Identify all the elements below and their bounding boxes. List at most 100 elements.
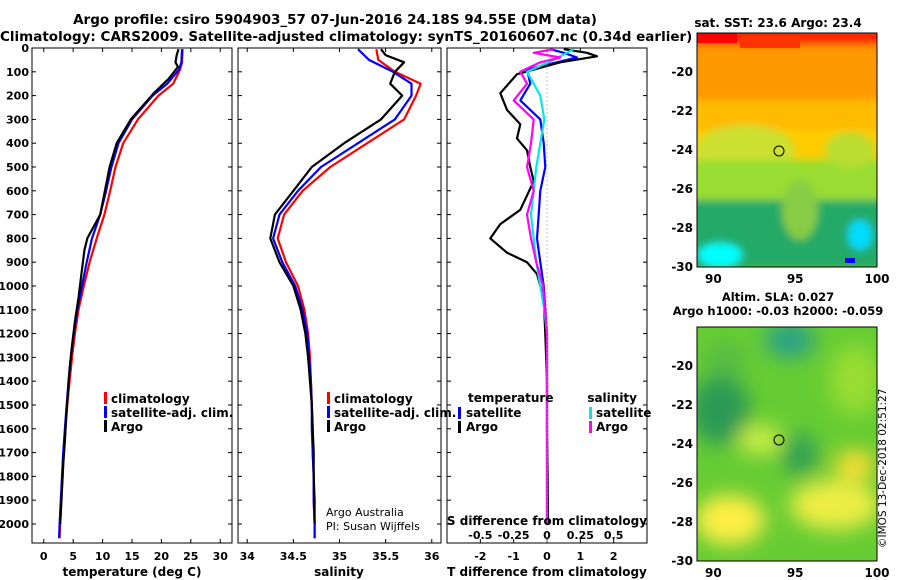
map-y-tick-label: -20: [671, 359, 693, 373]
sst-amber-band: [697, 100, 877, 130]
legend-swatch-satellite: [104, 406, 107, 418]
map-x-tick-label: 90: [705, 272, 722, 286]
x-tick-label: 0: [40, 550, 48, 563]
sla-high-3: [835, 450, 875, 480]
map-y-tick-label: -28: [671, 515, 693, 529]
sla-low-2: [765, 327, 815, 358]
legend-swatch-t-satellite: [458, 407, 461, 419]
series-line-argo: [59, 48, 180, 525]
s-diff-tick-label: 0.5: [604, 529, 624, 542]
legend-swatch-argo: [104, 420, 107, 432]
s-difference-label: S difference from climatology: [447, 514, 647, 528]
map-x-tick-label: 95: [787, 272, 804, 286]
legend-swatch-argo: [327, 420, 330, 432]
depth-tick-label: 1700: [0, 447, 29, 460]
salinity-xlabel: salinity: [314, 565, 364, 579]
depth-tick-label: 2000: [0, 518, 29, 531]
depth-tick-label: 0: [21, 42, 29, 55]
x-tick-label: 1: [577, 550, 585, 563]
sla-high-4: [738, 425, 782, 455]
x-tick-label: 34: [240, 550, 256, 563]
sla-frame: [696, 326, 878, 562]
legend-swatch-s-argo: [589, 421, 592, 433]
map-y-tick-label: -24: [671, 437, 693, 451]
map-x-tick-label: 95: [787, 566, 804, 580]
legend-t-argo: Argo: [466, 420, 498, 434]
depth-tick-label: 1900: [0, 494, 29, 507]
difference-legend: temperature satellite Argo salinity sate…: [458, 391, 651, 434]
sst-cold-patch-2: [848, 220, 872, 250]
map-y-tick-label: -30: [671, 554, 693, 568]
s-diff-tick-label: 0.25: [567, 529, 594, 542]
map-y-tick-label: -22: [671, 398, 693, 412]
legend-temperature-header: temperature: [468, 391, 553, 405]
x-tick-label: 0: [543, 550, 551, 563]
x-tick-label: 34.5: [280, 550, 307, 563]
x-tick-label: 36: [424, 550, 440, 563]
sst-patch-2: [825, 132, 875, 168]
depth-tick-label: 800: [6, 232, 29, 245]
sst-cold-patch: [698, 243, 742, 267]
sst-map: sat. SST: 23.6 Argo: 23.4: [694, 16, 878, 268]
map-x-tick-label: 100: [864, 272, 889, 286]
depth-tick-label: 1100: [0, 304, 29, 317]
x-tick-label: 15: [124, 550, 139, 563]
map-y-tick-label: -28: [671, 221, 693, 235]
map-x-tick-label: 100: [864, 566, 889, 580]
x-tick-label: 30: [213, 550, 229, 563]
sst-map-title: sat. SST: 23.6 Argo: 23.4: [694, 16, 861, 30]
depth-tick-label: 1500: [0, 399, 29, 412]
x-tick-label: 10: [95, 550, 111, 563]
temperature-legend: climatology satellite-adj. clim. Argo: [104, 392, 233, 434]
depth-tick-label: 200: [6, 90, 29, 103]
depth-tick-label: 900: [6, 256, 29, 269]
legend-t-satellite: satellite: [466, 406, 521, 420]
sla-low-3: [782, 433, 818, 477]
map-y-tick-label: -24: [671, 143, 693, 157]
sla-mid-2: [705, 342, 745, 378]
map-x-tick-label: 90: [705, 566, 722, 580]
map-y-tick-label: -26: [671, 182, 693, 196]
legend-swatch-satellite: [327, 406, 330, 418]
series-line-satellite-adj-clim-: [272, 48, 413, 539]
legend-swatch-t-argo: [458, 421, 461, 433]
s-diff-tick-label: -0.5: [468, 529, 492, 542]
depth-tick-label: 1600: [0, 423, 29, 436]
figure-title: Argo profile: csiro 5904903_57 07-Jun-20…: [73, 12, 597, 28]
legend-s-satellite: satellite: [596, 406, 651, 420]
sla-field: [697, 327, 877, 561]
sst-red-block-2: [740, 36, 800, 48]
x-tick-label: 35.5: [372, 550, 399, 563]
series-line-climatology: [276, 49, 422, 539]
depth-tick-label: 1300: [0, 351, 29, 364]
sst-patch-3: [782, 180, 818, 240]
x-tick-label: 20: [154, 550, 170, 563]
depth-tick-label: 700: [6, 209, 29, 222]
sla-map-subtitle: Argo h1000: -0.03 h2000: -0.059: [673, 304, 884, 318]
sla-high-1: [697, 495, 765, 545]
series-line-temperature-satellite: [519, 48, 579, 524]
sst-orange-band: [697, 45, 877, 100]
legend-climatology: climatology: [111, 392, 190, 406]
depth-tick-label: 1800: [0, 470, 29, 483]
depth-tick-label: 600: [6, 185, 29, 198]
depth-tick-label: 400: [6, 137, 29, 150]
sla-map-title: Altim. SLA: 0.027: [722, 290, 834, 304]
difference-xlabel: T difference from climatology: [447, 565, 647, 579]
s-diff-tick-label: 0: [543, 529, 551, 542]
legend-climatology: climatology: [334, 392, 413, 406]
map-y-tick-label: -30: [671, 260, 693, 274]
x-tick-label: 35: [332, 550, 347, 563]
sst-argo-marker: [773, 145, 785, 157]
legend-argo: Argo: [111, 420, 143, 434]
figure-subtitle: Climatology: CARS2009. Satellite-adjuste…: [0, 29, 693, 45]
series-line-temperature-argo: [489, 48, 599, 525]
source-note-line1: Argo Australia: [326, 506, 404, 519]
salinity-legend: climatology satellite-adj. clim. Argo Ar…: [326, 392, 456, 533]
legend-swatch-climatology: [327, 392, 330, 404]
series-line-salinity-argo: [512, 48, 562, 524]
sla-high-2: [790, 480, 877, 530]
legend-s-argo: Argo: [596, 420, 628, 434]
depth-tick-label: 100: [6, 66, 29, 79]
